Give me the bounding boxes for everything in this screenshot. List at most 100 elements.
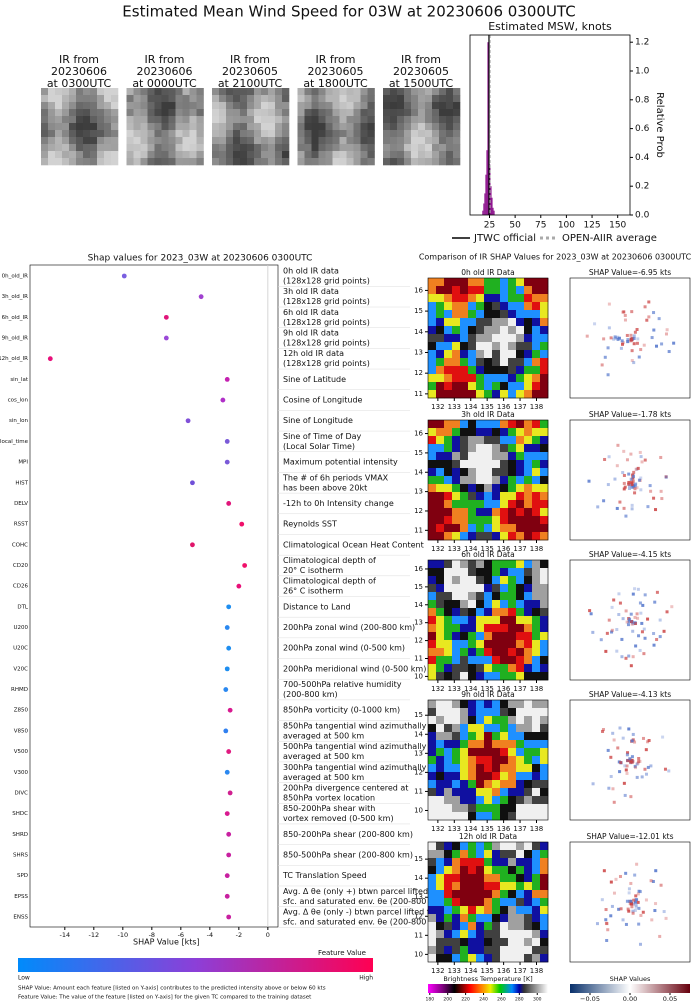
thumb-pixel	[140, 109, 148, 117]
shap-speck	[630, 902, 634, 906]
thumb-pixel	[83, 102, 91, 110]
ir-pixel	[444, 390, 453, 399]
ir-pixel	[452, 788, 461, 797]
thumb-pixel	[154, 144, 162, 152]
thumb-pixel	[104, 144, 112, 152]
shap-dot	[163, 335, 169, 341]
ir-pixel	[484, 358, 493, 367]
ir-pixel	[492, 724, 501, 733]
ir-pixel	[460, 640, 469, 649]
ir-pixel	[492, 796, 501, 805]
thumb-pixel	[212, 102, 220, 110]
thumb-pixel	[360, 116, 368, 124]
thumb-pixel	[154, 95, 162, 103]
ir-pixel	[460, 382, 469, 391]
thumb-pixel	[83, 144, 91, 152]
thumb-pixel	[332, 123, 340, 131]
feature-description: (128x128 grid points)	[283, 297, 370, 306]
thumb-label: IR from	[316, 53, 356, 66]
ir-pixel	[468, 716, 477, 725]
shap-dot	[220, 397, 226, 403]
ir-pixel	[500, 890, 509, 899]
thumb-pixel	[325, 158, 333, 166]
thumb-pixel	[346, 95, 354, 103]
ir-pixel	[460, 764, 469, 773]
ir-pixel	[500, 374, 509, 383]
thumb-pixel	[432, 137, 440, 145]
shap-speck	[646, 505, 650, 509]
ir-pixel	[468, 640, 477, 649]
shap-speck	[616, 443, 620, 447]
thumb-pixel	[212, 130, 220, 138]
thumb-pixel	[154, 137, 162, 145]
ir-pixel	[484, 732, 493, 741]
ir-pixel	[508, 922, 517, 931]
feature-description: averaged at 500 km	[283, 752, 364, 761]
ir-pixel	[484, 700, 493, 709]
ir-pixel	[452, 858, 461, 867]
shap-speck	[632, 361, 636, 365]
ir-pixel	[452, 326, 461, 335]
thumb-pixel	[233, 116, 241, 124]
ir-pixel	[508, 350, 517, 359]
ir-pixel	[500, 278, 509, 287]
ir-pixel	[500, 796, 509, 805]
ir-pixel	[524, 898, 533, 907]
ir-pixel	[428, 294, 437, 303]
ir-pixel	[532, 898, 541, 907]
shap-speck	[618, 726, 622, 730]
ir-pixel	[444, 898, 453, 907]
thumb-pixel	[133, 109, 141, 117]
ir-pixel	[516, 772, 525, 781]
ir-pixel	[468, 632, 477, 641]
ir-pixel	[532, 460, 541, 469]
ir-pixel	[540, 278, 549, 287]
ir-pixel	[508, 342, 517, 351]
ir-pixel	[484, 616, 493, 625]
ir-pixel	[484, 648, 493, 657]
ir-pixel	[532, 804, 541, 813]
thumb-pixel	[168, 137, 176, 145]
ir-pixel	[436, 640, 445, 649]
ir-pixel	[540, 740, 549, 749]
thumb-pixel	[346, 144, 354, 152]
ir-pixel	[508, 278, 517, 287]
ir-pixel	[476, 436, 485, 445]
shap-title: SHAP Value=-4.15 kts	[589, 550, 671, 559]
thumb-pixel	[297, 151, 305, 159]
shap-speck	[651, 879, 655, 883]
ir-pixel	[484, 898, 493, 907]
ir-pixel	[516, 444, 525, 453]
ir-pixel	[436, 898, 445, 907]
thumb-pixel	[397, 137, 405, 145]
ir-pixel	[540, 930, 549, 939]
ir-pixel	[540, 858, 549, 867]
thumb-pixel	[383, 151, 391, 159]
thumb-pixel	[332, 144, 340, 152]
ir-pixel	[476, 608, 485, 617]
ir-pixel	[532, 436, 541, 445]
feature-label: DIVC	[15, 790, 29, 796]
ir-pixel	[484, 374, 493, 383]
x-tick-label: 138	[530, 685, 543, 693]
ir-pixel	[444, 436, 453, 445]
ir-pixel	[508, 460, 517, 469]
thumb-pixel	[367, 88, 375, 96]
ir-pixel	[516, 428, 525, 437]
thumb-pixel	[404, 137, 412, 145]
thumb-pixel	[318, 144, 326, 152]
ir-pixel	[436, 922, 445, 931]
ir-pixel	[452, 342, 461, 351]
ir-pixel	[476, 468, 485, 477]
thumb-pixel	[161, 109, 169, 117]
thumb-pixel	[332, 151, 340, 159]
ir-pixel	[468, 350, 477, 359]
ir-pixel	[452, 500, 461, 509]
thumb-pixel	[353, 158, 361, 166]
thumb-pixel	[360, 144, 368, 152]
ir-pixel	[508, 576, 517, 585]
ir-pixel	[468, 452, 477, 461]
ir-pixel	[540, 708, 549, 717]
y-tick-label: 11	[414, 787, 423, 795]
shap-speck	[626, 338, 630, 342]
